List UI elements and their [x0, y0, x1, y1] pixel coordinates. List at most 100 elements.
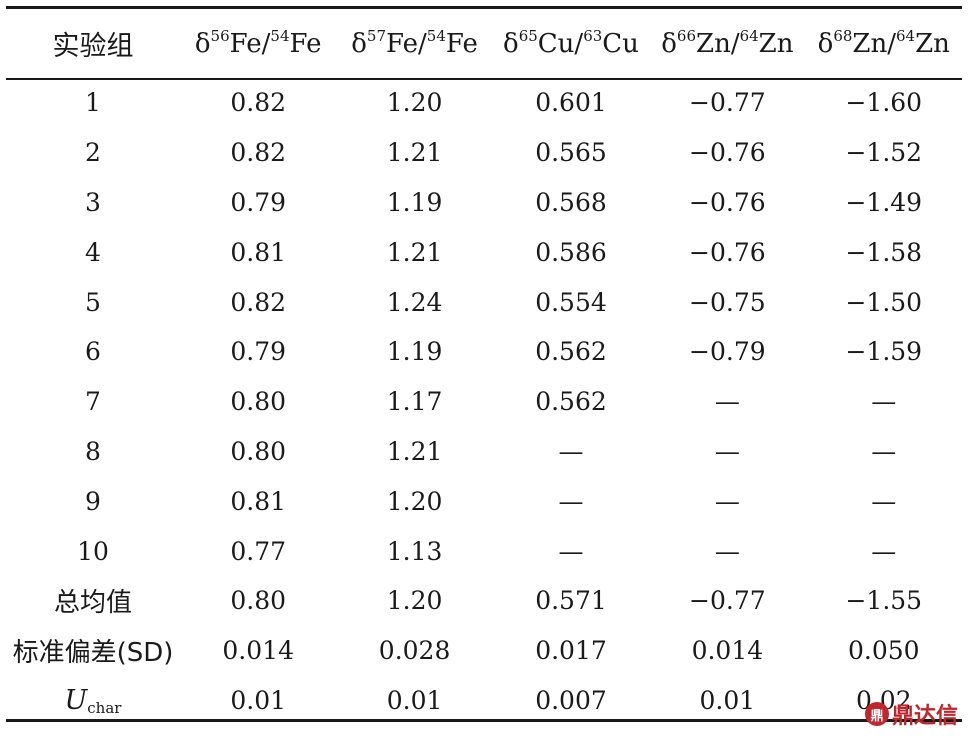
table-cell: 0.01 [386, 685, 443, 715]
table-cell: 0.79 [230, 337, 287, 367]
table-row: 1 0.82 1.20 0.601 −0.77 −1.60 [6, 78, 962, 128]
table-cell: 0.565 [535, 138, 607, 168]
table-cell: 0.80 [230, 436, 287, 466]
header-rule [6, 78, 962, 80]
watermark-logo-icon: 鼎 [864, 702, 889, 726]
table-cell: 0.82 [230, 88, 287, 118]
table-cell: 0.017 [535, 636, 607, 666]
table-cell: −1.55 [845, 586, 923, 616]
table-cell: — [714, 387, 740, 417]
table-cell: 1.21 [386, 436, 443, 466]
isotope-table: 实验组 δ56Fe/54Fe δ57Fe/54Fe δ65Cu/63Cu δ66… [6, 9, 962, 725]
table-cell: −1.58 [845, 237, 923, 267]
table-cell: — [871, 387, 897, 417]
table-cell: −1.49 [845, 187, 923, 217]
mean-row: 总均值 0.80 1.20 0.571 −0.77 −1.55 [6, 576, 962, 626]
table-cell: 0.028 [378, 636, 451, 666]
table-cell: 0.81 [230, 237, 287, 267]
row-label: 7 [85, 387, 101, 417]
table-cell: 0.601 [535, 88, 607, 118]
table-cell: 0.007 [535, 685, 607, 715]
header-col-1: δ56Fe/54Fe [194, 26, 322, 59]
table-cell: 0.80 [230, 387, 287, 417]
table-cell: −0.77 [689, 586, 766, 616]
table-cell: 0.79 [230, 187, 287, 217]
table-row: 9 0.81 1.20 — — — [6, 476, 962, 526]
row-label: 5 [85, 287, 101, 317]
table-row: 10 0.77 1.13 — — — [6, 526, 962, 576]
table-cell: 0.571 [535, 586, 607, 616]
table-cell: 0.01 [230, 685, 287, 715]
table-cell: 1.19 [386, 187, 443, 217]
table-cell: — [871, 436, 897, 466]
table-cell: 0.014 [222, 636, 294, 666]
header-col-5: δ68Zn/64Zn [817, 26, 950, 59]
table-cell: 0.01 [699, 685, 756, 715]
table-row: 3 0.79 1.19 0.568 −0.76 −1.49 [6, 178, 962, 228]
table-row: 5 0.82 1.24 0.554 −0.75 −1.50 [6, 277, 962, 327]
table-cell: 0.80 [230, 586, 287, 616]
row-label: 6 [85, 337, 101, 367]
table-cell: 1.17 [386, 387, 443, 417]
uchar-label: Uchar [64, 684, 122, 717]
table-cell: −0.76 [689, 138, 766, 168]
table-cell: −0.75 [689, 287, 766, 317]
table-cell: 0.562 [535, 337, 607, 367]
table-cell: 0.554 [535, 287, 607, 317]
table-cell: −1.50 [845, 287, 923, 317]
table-cell: — [714, 436, 740, 466]
table-cell: 0.82 [230, 138, 287, 168]
bottom-rule [6, 719, 962, 722]
row-label: 4 [85, 237, 101, 267]
row-label: 8 [85, 436, 101, 466]
sd-label: 标准偏差(SD) [12, 638, 174, 669]
table-cell: −1.59 [845, 337, 923, 367]
table-cell: 0.81 [230, 486, 287, 516]
table-cell: 1.19 [386, 337, 443, 367]
header-col-2: δ57Fe/54Fe [351, 26, 478, 59]
table-cell: 1.24 [386, 287, 443, 317]
row-label: 1 [85, 88, 101, 118]
sd-row: 标准偏差(SD) 0.014 0.028 0.017 0.014 0.050 [6, 626, 962, 676]
table-cell: −0.76 [689, 187, 766, 217]
table-cell: 1.20 [386, 486, 443, 516]
header-col-3: δ65Cu/63Cu [503, 26, 639, 59]
row-label: 3 [85, 187, 101, 217]
table-cell: 1.20 [386, 586, 443, 616]
row-label: 10 [77, 536, 109, 566]
table-cell: — [871, 486, 897, 516]
table-cell: 1.13 [386, 536, 443, 566]
table-row: 2 0.82 1.21 0.565 −0.76 −1.52 [6, 128, 962, 178]
mean-label: 总均值 [53, 588, 132, 619]
table-cell: — [558, 536, 584, 566]
top-rule [6, 6, 962, 9]
table-row: 7 0.80 1.17 0.562 — — [6, 377, 962, 427]
table-row: 6 0.79 1.19 0.562 −0.79 −1.59 [6, 327, 962, 377]
table-cell: −1.52 [845, 138, 923, 168]
header-row: 实验组 δ56Fe/54Fe δ57Fe/54Fe δ65Cu/63Cu δ66… [6, 9, 962, 78]
watermark-text: 鼎达信 [891, 704, 958, 729]
table-cell: −0.79 [689, 337, 766, 367]
table-cell: — [871, 536, 897, 566]
table-cell: 0.050 [847, 636, 920, 666]
table-cell: — [558, 486, 584, 516]
table-cell: −1.60 [845, 88, 923, 118]
table-cell: 1.20 [386, 88, 443, 118]
table-cell: 0.77 [230, 536, 287, 566]
table-cell: — [558, 436, 584, 466]
table-row: 4 0.81 1.21 0.586 −0.76 −1.58 [6, 227, 962, 277]
table-cell: 0.562 [535, 387, 607, 417]
table-cell: −0.76 [689, 237, 766, 267]
table-cell: 1.21 [386, 237, 443, 267]
table-cell: 0.82 [230, 287, 287, 317]
table-cell: −0.77 [689, 88, 766, 118]
row-label: 9 [85, 486, 101, 516]
table-cell: — [714, 486, 740, 516]
table-cell: 1.21 [386, 138, 443, 168]
watermark: 鼎 鼎达信 [864, 698, 958, 730]
table-row: 8 0.80 1.21 — — — [6, 427, 962, 477]
table-cell: 0.014 [691, 636, 764, 666]
row-label: 2 [85, 138, 101, 168]
uchar-row: Uchar 0.01 0.01 0.007 0.01 0.02 [6, 676, 962, 726]
table-body: 1 0.82 1.20 0.601 −0.77 −1.60 2 0.82 1.2… [6, 78, 962, 725]
